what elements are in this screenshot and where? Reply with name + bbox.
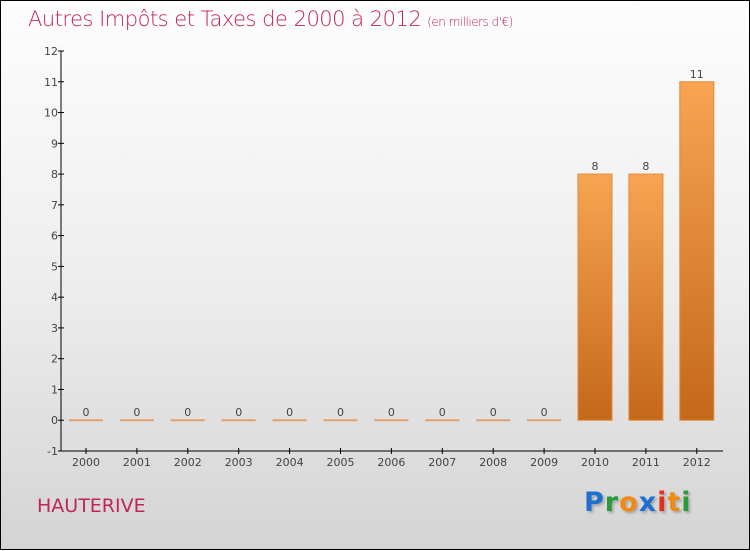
y-tick-label: 10: [44, 107, 58, 120]
y-tick-label: -1: [47, 445, 58, 458]
data-label: 8: [642, 160, 649, 173]
x-tick-label: 2003: [225, 456, 253, 469]
y-tick-label: 5: [51, 260, 58, 273]
y-tick-label: 12: [44, 45, 58, 58]
unit-label: (en milliers d'€): [427, 15, 513, 29]
logo-letter: P: [584, 487, 605, 518]
data-label: 0: [490, 406, 497, 419]
data-label: 0: [337, 406, 344, 419]
x-tick-label: 2011: [632, 456, 660, 469]
x-tick-label: 2010: [581, 456, 609, 469]
data-label: 0: [83, 406, 90, 419]
y-tick-label: 1: [51, 383, 58, 396]
x-tick-label: 2004: [276, 456, 304, 469]
y-tick-label: 4: [51, 291, 58, 304]
y-tick-label: 3: [51, 322, 58, 335]
x-tick-label: 2006: [377, 456, 405, 469]
logo-letter: o: [619, 487, 639, 518]
chart-title: Autres Impôts et Taxes de 2000 à 2012 (en…: [28, 7, 513, 31]
y-tick-label: 2: [51, 353, 58, 366]
x-tick-label: 2005: [327, 456, 355, 469]
logo-letter: t: [667, 487, 682, 518]
data-label: 11: [690, 68, 704, 81]
bar: [679, 81, 715, 421]
data-label: 0: [286, 406, 293, 419]
data-label: 0: [439, 406, 446, 419]
logo-letter: i: [681, 487, 692, 518]
data-label: 8: [592, 160, 599, 173]
x-tick-label: 2012: [683, 456, 711, 469]
y-tick-label: 7: [51, 199, 58, 212]
logo-letter: i: [657, 487, 668, 518]
logo-letter: r: [604, 487, 620, 518]
title-text: Autres Impôts et Taxes de 2000 à 2012: [28, 7, 422, 31]
x-tick-label: 2009: [530, 456, 558, 469]
logo-letter: x: [638, 487, 658, 518]
bar: [628, 173, 664, 421]
location-name: HAUTERIVE: [37, 495, 146, 517]
x-tick-label: 2000: [72, 456, 100, 469]
data-label: 0: [184, 406, 191, 419]
proxiti-logo[interactable]: Proxiti: [584, 487, 692, 518]
x-tick-label: 2008: [479, 456, 507, 469]
data-label: 0: [388, 406, 395, 419]
bar: [577, 173, 613, 421]
x-tick-label: 2001: [123, 456, 151, 469]
data-label: 0: [541, 406, 548, 419]
y-tick-label: 8: [51, 168, 58, 181]
y-tick-label: 9: [51, 137, 58, 150]
y-tick-label: 0: [51, 414, 58, 427]
data-label: 0: [133, 406, 140, 419]
y-tick-label: 11: [44, 76, 58, 89]
data-label: 0: [235, 406, 242, 419]
x-tick-label: 2007: [428, 456, 456, 469]
x-tick-label: 2002: [174, 456, 202, 469]
y-tick-label: 6: [51, 230, 58, 243]
